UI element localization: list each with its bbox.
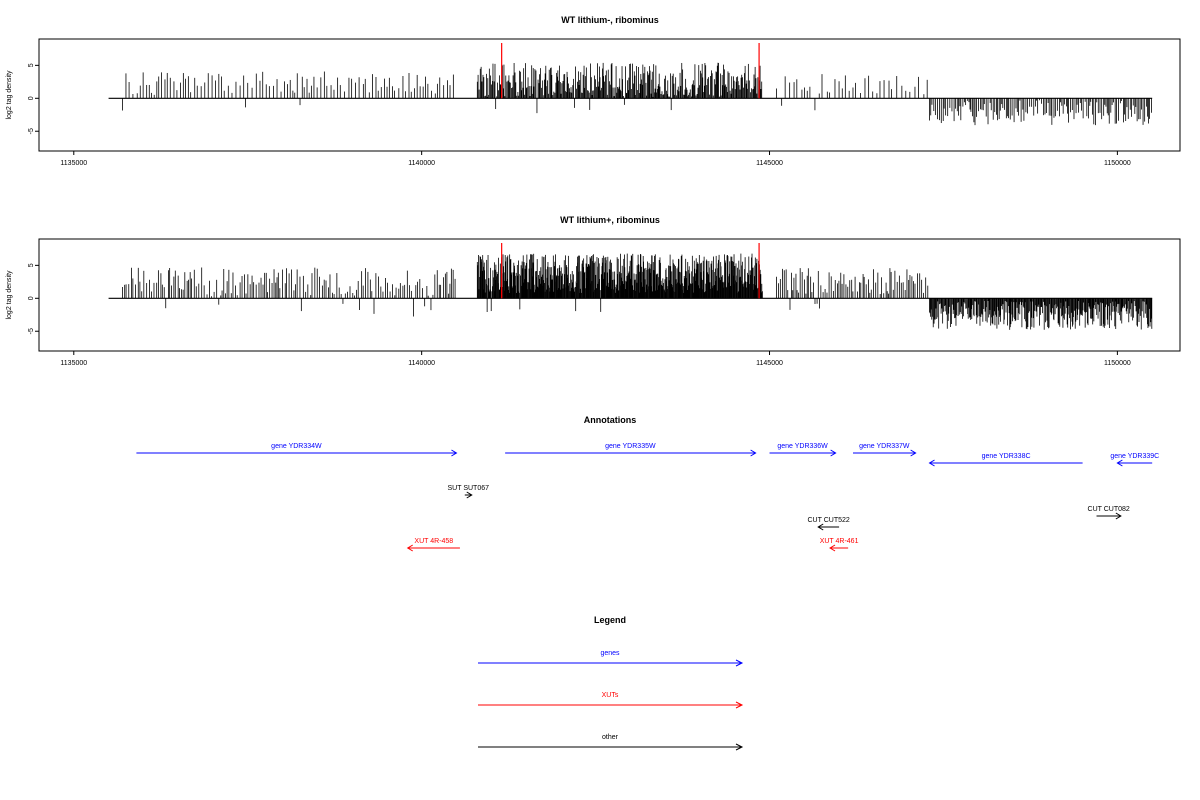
x-tick-label: 1150000 — [1104, 160, 1131, 167]
legend-title: Legend — [594, 615, 626, 625]
legend-label: XUTs — [602, 692, 619, 699]
x-axis: 1135000 1140000 1145000 1150000 — [60, 351, 1131, 367]
feature-cut-cut082: CUT CUT082 — [1088, 506, 1130, 520]
y-tick-label: 0 — [28, 96, 35, 100]
x-tick-label: 1145000 — [756, 360, 783, 367]
annotations-title: Annotations — [584, 415, 637, 425]
legend-item-other: other — [478, 734, 744, 751]
feature-cut-cut522: CUT CUT522 — [808, 517, 850, 531]
bar-series — [108, 253, 1153, 330]
track-title: WT lithium-, ribominus — [561, 15, 659, 25]
feature-label: CUT CUT522 — [808, 517, 850, 524]
feature-label: gene YDR338C — [982, 453, 1031, 460]
arrow-head — [750, 449, 757, 457]
arrow-head — [1115, 512, 1122, 520]
x-tick-label: 1135000 — [60, 360, 87, 367]
bar-series — [108, 62, 1153, 126]
arrow-head — [910, 449, 917, 457]
highlight-lines — [501, 243, 760, 299]
legend-panel: Legend genes XUTs other — [478, 615, 744, 751]
y-tick-label: -5 — [28, 328, 35, 334]
feature-label: gene YDR336W — [777, 443, 828, 450]
arrow-head — [406, 544, 413, 552]
x-tick-label: 1135000 — [60, 160, 87, 167]
track-title: WT lithium+, ribominus — [560, 215, 660, 225]
feature-gene-ydr336w: gene YDR336W — [769, 443, 837, 457]
plot-frame — [38, 238, 1181, 352]
y-axis: -5 0 5 — [28, 263, 39, 334]
feature-sut-sut067: SUT SUT067 — [448, 485, 490, 499]
plot-frame — [38, 38, 1181, 152]
feature-label: gene YDR339C — [1110, 453, 1159, 460]
feature-gene-ydr335w: gene YDR335W — [505, 443, 757, 457]
feature-gene-ydr339c: gene YDR339C — [1110, 453, 1159, 467]
highlight-lines — [501, 43, 760, 99]
y-tick-label: 5 — [28, 263, 35, 267]
arrow-head — [928, 459, 935, 467]
arrow-head — [735, 701, 744, 709]
feature-gene-ydr338c: gene YDR338C — [928, 453, 1083, 467]
legend-item-xuts: XUTs — [478, 692, 744, 709]
feature-xut-4r-458: XUT 4R-458 — [406, 538, 460, 552]
x-tick-label: 1145000 — [756, 160, 783, 167]
y-axis-label: log2 tag density — [6, 270, 13, 320]
y-tick-label: 5 — [28, 63, 35, 67]
x-tick-label: 1150000 — [1104, 360, 1131, 367]
arrow-head — [466, 491, 473, 499]
y-axis: -5 0 5 — [28, 63, 39, 134]
feature-label: CUT CUT082 — [1088, 506, 1130, 513]
y-axis-label: log2 tag density — [6, 70, 13, 120]
feature-label: SUT SUT067 — [448, 485, 490, 492]
feature-label: XUT 4R-458 — [414, 538, 453, 545]
legend-label: genes — [600, 650, 620, 657]
arrow-head — [735, 743, 744, 751]
arrow-head — [451, 449, 458, 457]
arrow-head — [829, 544, 836, 552]
arrow-head — [817, 523, 824, 531]
track-lithium-plus: WT lithium+, ribominus log2 tag density … — [6, 215, 1181, 367]
arrow-head — [830, 449, 837, 457]
y-tick-label: -5 — [28, 128, 35, 134]
x-tick-label: 1140000 — [408, 360, 435, 367]
x-axis: 1135000 1140000 1145000 1150000 — [60, 151, 1131, 167]
legend-items: genes XUTs other — [478, 650, 744, 751]
feature-label: gene YDR335W — [605, 443, 656, 450]
x-tick-label: 1140000 — [408, 160, 435, 167]
legend-label: other — [602, 734, 619, 741]
track-lithium-minus: WT lithium-, ribominus log2 tag density … — [6, 15, 1181, 167]
feature-gene-ydr334w: gene YDR334W — [136, 443, 458, 457]
feature-label: XUT 4R-461 — [820, 538, 859, 545]
legend-item-genes: genes — [478, 650, 744, 667]
feature-label: gene YDR337W — [859, 443, 910, 450]
feature-list: gene YDR334W gene YDR335W gene YDR336W gene… — [136, 443, 1159, 552]
arrow-head — [735, 659, 744, 667]
feature-label: gene YDR334W — [271, 443, 322, 450]
arrow-head — [1116, 459, 1123, 467]
annotations-panel: Annotations gene YDR334W gene YDR335W gene… — [136, 415, 1159, 552]
feature-gene-ydr337w: gene YDR337W — [853, 443, 917, 457]
y-tick-label: 0 — [28, 296, 35, 300]
feature-xut-4r-461: XUT 4R-461 — [820, 538, 859, 552]
